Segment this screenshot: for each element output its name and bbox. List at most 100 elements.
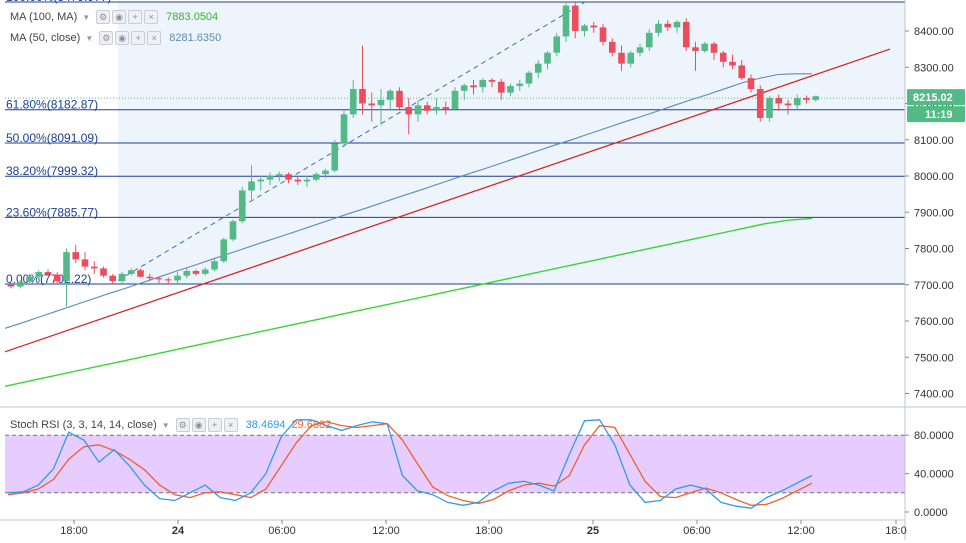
candle-body [368,103,376,106]
candle-body [544,52,551,64]
candle [664,20,672,31]
candle [544,50,551,70]
candle [534,60,542,79]
close-icon[interactable]: × [223,418,238,432]
candle [35,270,43,280]
candle-body [72,252,80,260]
candle-body [756,89,764,118]
candle [331,139,339,173]
candle-body [386,90,394,100]
chevron-down-icon[interactable]: ▼ [82,12,91,22]
ma100-legend[interactable]: MA (100, MA) ▼ ⚙ ◉ + × 7883.0504 [10,8,218,26]
time-tick-label: 06:00 [268,525,296,537]
last-price-badge [907,89,965,106]
candle [608,38,616,57]
candle-body [664,23,672,28]
candle [747,74,755,93]
candle-body [238,190,246,222]
add-icon[interactable]: + [131,31,146,45]
candle [275,171,283,182]
candle-body [442,107,450,109]
ma50-line [4,73,812,329]
candle-body [26,276,33,282]
stoch-rsi-pane [5,419,905,509]
candle [618,45,625,71]
candle [386,89,394,111]
candle-body [90,266,98,269]
candle-body [192,270,200,274]
candle-body [405,107,413,115]
candle-body [211,261,218,270]
candle [682,18,690,51]
price-tick-label: 7700.00 [914,280,954,292]
candle-body [275,174,283,176]
candle-body [618,52,625,64]
candle-body [553,36,561,53]
candle [220,237,228,263]
time-tick-label: 25 [587,525,599,537]
candle [266,172,274,186]
candle-body [44,272,52,275]
candle-body [599,27,607,42]
candle-body [534,63,542,73]
candle [127,268,135,276]
settings-icon[interactable]: ⚙ [99,31,114,45]
eye-icon[interactable]: ◉ [191,418,206,432]
candle-body [53,274,61,282]
candle [183,268,191,279]
candle-body [692,47,699,51]
fib-label: 50.00%(8091.09) [6,131,98,145]
close-icon[interactable]: × [147,31,162,45]
close-icon[interactable]: × [144,10,159,24]
ma50-legend[interactable]: MA (50, close) ▼ ⚙ ◉ + × 8281.6350 [10,29,221,47]
fib-label: 100.00%(8479.977) [6,0,111,4]
candle-body [183,270,191,276]
candle-body [35,272,43,277]
candle [497,78,505,100]
chevron-down-icon[interactable]: ▼ [85,33,94,43]
candle-body [127,270,135,274]
fib-label: 61.80%(8182.87) [6,98,98,112]
add-icon[interactable]: + [207,418,222,432]
candle [312,172,320,182]
stoch-legend[interactable]: Stoch RSI (3, 3, 14, 14, close) ▼ ⚙ ◉ + × 3… [10,416,331,434]
candle [53,272,61,285]
candle [571,2,579,39]
candle [460,83,468,100]
price-tick-label: 7400.00 [914,389,954,401]
candle [44,269,52,276]
candle [238,186,246,224]
candle [803,95,810,104]
price-tick-label: 7800.00 [914,244,954,256]
settings-icon[interactable]: ⚙ [96,10,111,24]
candle [201,267,209,276]
candle [405,98,413,135]
candle [16,280,24,289]
candle [146,273,154,282]
ma100-legend-label: MA (100, MA) [10,11,78,23]
price-pane: 0.00%(7702.22) 23.60%(7885.77) 38.20%(7999… [4,0,905,387]
price-tick-label: 8100.00 [914,135,954,147]
candle [562,2,570,42]
chevron-down-icon[interactable]: ▼ [161,420,170,430]
candle [784,99,792,115]
candle-body [331,143,339,171]
settings-icon[interactable]: ⚙ [175,418,190,432]
price-tick-label: 8000.00 [914,171,954,183]
candle-body [285,174,292,180]
add-icon[interactable]: + [128,10,143,24]
eye-icon[interactable]: ◉ [115,31,130,45]
candle-body [581,25,588,31]
candle [423,101,431,115]
candle [516,79,524,91]
candle-body [655,23,662,33]
candle-body [312,174,320,180]
candle-body [627,52,635,64]
eye-icon[interactable]: ◉ [112,10,127,24]
time-tick-label: 24 [172,525,185,537]
countdown-badge [907,106,965,123]
candle [414,99,422,122]
stoch-legend-label: Stoch RSI (3, 3, 14, 14, close) [10,419,157,431]
candle-body [562,5,570,37]
